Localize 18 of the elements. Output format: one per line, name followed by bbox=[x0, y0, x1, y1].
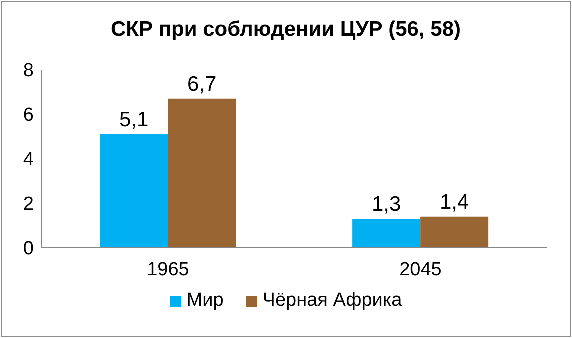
y-tick-label: 8 bbox=[23, 60, 34, 82]
bar bbox=[352, 219, 421, 248]
legend-label: Чёрная Африка bbox=[262, 290, 402, 312]
y-tick-label: 0 bbox=[23, 238, 34, 260]
bar bbox=[168, 98, 236, 248]
y-tick-label: 2 bbox=[23, 194, 34, 216]
data-label: 1,4 bbox=[440, 190, 470, 214]
x-tick-label: 2045 bbox=[400, 259, 442, 280]
y-tick-label: 4 bbox=[23, 150, 34, 171]
x-tick-label: 1965 bbox=[147, 259, 190, 280]
data-label: 1,3 bbox=[372, 193, 402, 216]
data-label: 5,1 bbox=[119, 108, 149, 132]
data-label: 6,7 bbox=[187, 72, 217, 96]
legend-label: Мир bbox=[186, 290, 224, 312]
y-tick-label: 6 bbox=[23, 105, 34, 126]
bar bbox=[100, 134, 168, 248]
bar bbox=[420, 216, 489, 248]
chart-title: СКР при соблюдении ЦУР (56, 58) bbox=[110, 18, 462, 42]
